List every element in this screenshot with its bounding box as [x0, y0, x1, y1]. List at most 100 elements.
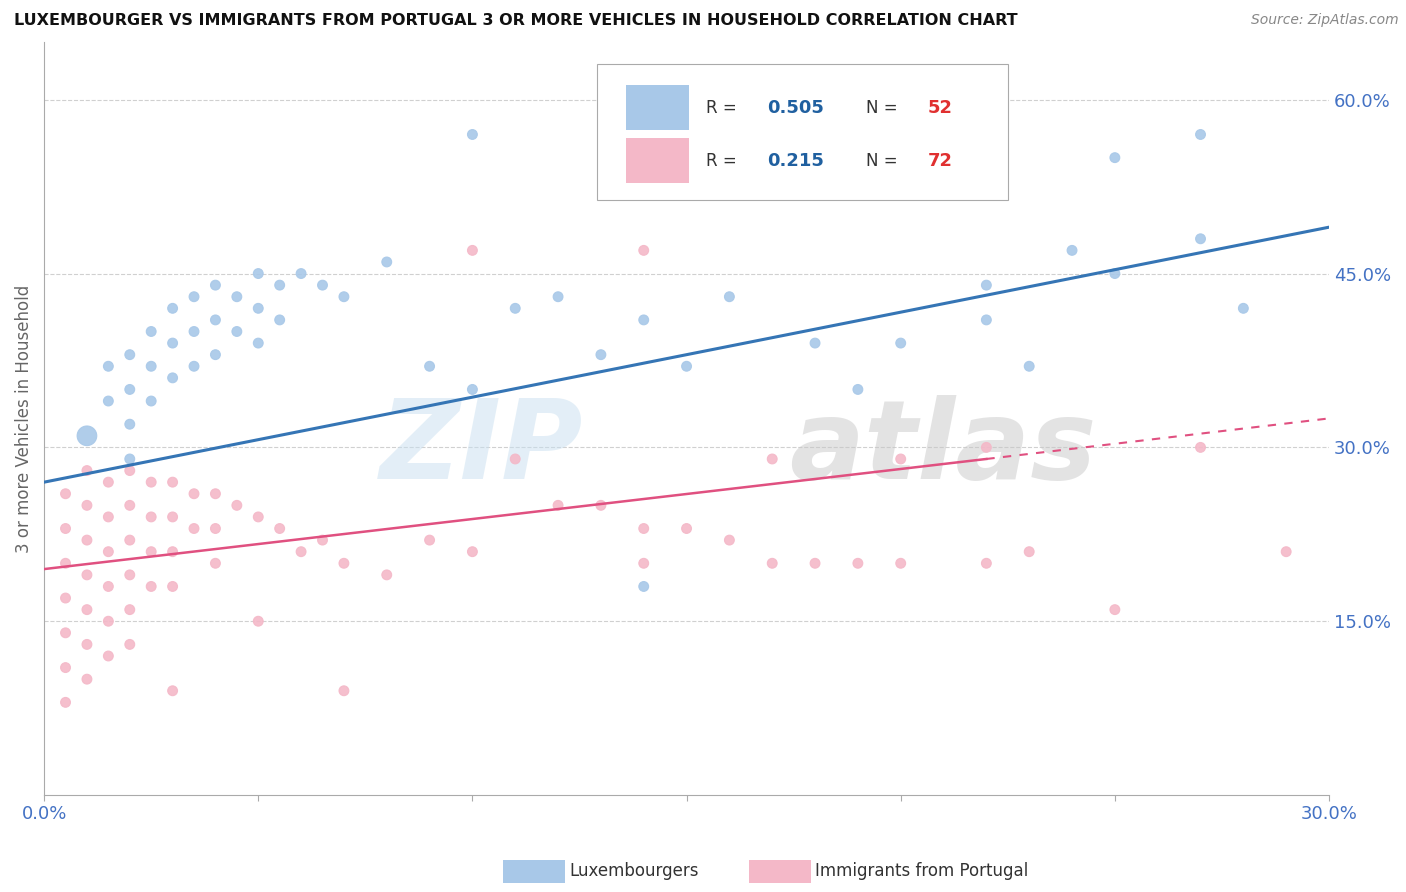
Point: [547, 290, 569, 304]
Point: [204, 348, 226, 362]
Point: [55, 695, 77, 709]
Point: [846, 556, 869, 570]
Point: [633, 313, 655, 327]
Point: [97, 394, 120, 409]
Point: [461, 544, 484, 558]
Point: [55, 591, 77, 605]
Point: [162, 579, 184, 593]
Point: [461, 128, 484, 142]
Point: [718, 290, 741, 304]
Point: [55, 660, 77, 674]
Text: ZIP: ZIP: [380, 395, 583, 502]
Point: [55, 556, 77, 570]
Point: [890, 336, 912, 351]
Point: [375, 255, 398, 269]
Point: [118, 499, 141, 513]
Point: [162, 336, 184, 351]
Point: [269, 313, 291, 327]
Point: [55, 521, 77, 535]
Text: N =: N =: [866, 152, 903, 169]
Point: [141, 475, 163, 490]
Point: [718, 533, 741, 547]
Point: [183, 359, 205, 374]
Point: [375, 567, 398, 582]
Point: [118, 602, 141, 616]
Point: [1189, 232, 1212, 246]
Point: [1275, 544, 1298, 558]
Text: R =: R =: [706, 99, 742, 117]
Point: [55, 625, 77, 640]
Point: [76, 567, 98, 582]
Point: [97, 475, 120, 490]
Point: [633, 556, 655, 570]
Point: [1189, 128, 1212, 142]
Point: [118, 637, 141, 651]
Point: [76, 602, 98, 616]
Point: [118, 533, 141, 547]
Point: [183, 290, 205, 304]
Point: [976, 556, 998, 570]
Point: [162, 683, 184, 698]
Point: [247, 510, 270, 524]
Point: [311, 278, 333, 293]
Point: [675, 359, 697, 374]
Point: [633, 521, 655, 535]
Point: [141, 544, 163, 558]
Point: [890, 452, 912, 467]
Point: [76, 499, 98, 513]
Point: [225, 325, 247, 339]
Point: [333, 683, 356, 698]
Point: [503, 452, 526, 467]
Point: [118, 417, 141, 432]
Y-axis label: 3 or more Vehicles in Household: 3 or more Vehicles in Household: [15, 285, 32, 552]
Point: [118, 348, 141, 362]
Point: [76, 637, 98, 651]
Text: 0.215: 0.215: [768, 152, 824, 169]
Point: [333, 556, 356, 570]
Point: [141, 325, 163, 339]
Point: [55, 487, 77, 501]
Point: [1060, 244, 1083, 258]
Point: [247, 614, 270, 628]
Point: [162, 301, 184, 316]
Point: [141, 394, 163, 409]
Text: N =: N =: [866, 99, 903, 117]
Point: [97, 579, 120, 593]
Point: [97, 544, 120, 558]
Point: [761, 556, 783, 570]
Point: [761, 452, 783, 467]
Point: [589, 499, 612, 513]
Point: [225, 499, 247, 513]
Point: [461, 383, 484, 397]
Point: [290, 267, 312, 281]
Point: [76, 429, 98, 443]
Point: [183, 521, 205, 535]
Point: [633, 579, 655, 593]
Text: LUXEMBOURGER VS IMMIGRANTS FROM PORTUGAL 3 OR MORE VEHICLES IN HOUSEHOLD CORRELA: LUXEMBOURGER VS IMMIGRANTS FROM PORTUGAL…: [14, 13, 1018, 29]
Text: 72: 72: [928, 152, 953, 169]
Point: [76, 533, 98, 547]
Point: [1104, 151, 1126, 165]
Point: [1189, 441, 1212, 455]
Point: [247, 267, 270, 281]
Point: [204, 521, 226, 535]
Point: [269, 278, 291, 293]
Point: [269, 521, 291, 535]
Text: 0.505: 0.505: [768, 99, 824, 117]
Point: [675, 521, 697, 535]
Point: [97, 614, 120, 628]
Point: [204, 487, 226, 501]
Point: [1104, 267, 1126, 281]
Point: [633, 244, 655, 258]
Point: [118, 464, 141, 478]
Point: [589, 348, 612, 362]
Point: [162, 544, 184, 558]
Text: atlas: atlas: [789, 395, 1097, 502]
Point: [183, 487, 205, 501]
Point: [311, 533, 333, 547]
Point: [118, 452, 141, 467]
Point: [976, 278, 998, 293]
Point: [162, 371, 184, 385]
Point: [419, 359, 441, 374]
Point: [204, 556, 226, 570]
